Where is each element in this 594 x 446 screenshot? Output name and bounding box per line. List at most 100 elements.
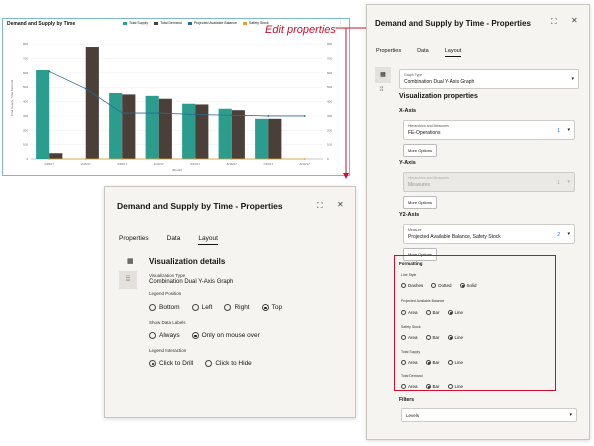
filters-select[interactable]: Levels ▾ [401, 408, 577, 422]
radio-icon[interactable] [447, 360, 453, 366]
line_style-option-0[interactable]: Dashes [401, 283, 423, 289]
legend-item[interactable]: Total Demand [154, 21, 182, 25]
radio-icon[interactable] [401, 335, 406, 341]
demand-option-label: Area [408, 384, 418, 389]
line_style-option-1[interactable]: Dotted [431, 283, 452, 289]
radio-icon[interactable] [447, 384, 453, 390]
total-demand-radios: Area Bar Line [401, 384, 464, 390]
radio-icon[interactable] [149, 332, 156, 339]
x-axis-select[interactable]: Hierarchies and Measures FE-Operations 1… [403, 120, 575, 140]
legend-item[interactable]: Safety Stock [243, 21, 269, 25]
grid-icon[interactable]: ▦ [127, 258, 134, 265]
bar-total-demand [231, 110, 245, 159]
point-safety-stock [230, 158, 233, 160]
safety-option-0[interactable]: Area [401, 335, 418, 341]
graph-type-select[interactable]: Graph Type Combination Dual Y-Axis Graph… [399, 69, 579, 89]
tab-layout[interactable]: Layout [198, 235, 218, 245]
radio-icon[interactable] [224, 304, 232, 311]
legend_interaction-option-0[interactable]: Click to Drill [149, 360, 193, 367]
grid-icon[interactable]: ▦ [375, 67, 391, 83]
annotation-label: Edit properties [265, 24, 336, 36]
radio-icon[interactable] [425, 335, 431, 341]
pab-option-label: Area [408, 310, 418, 315]
expand-icon[interactable]: ⛶ [551, 17, 557, 26]
radio-icon[interactable] [425, 360, 431, 366]
point-projected-available-balance [48, 70, 51, 73]
demand-option-label: Line [454, 384, 464, 389]
expand-icon[interactable]: ⛶ [317, 201, 323, 210]
total-demand-label: Total Demand [401, 374, 423, 378]
x-tick-label: 7/16/17 [263, 162, 273, 166]
radio-icon[interactable] [191, 332, 199, 339]
formatting-heading: Formatting [399, 261, 423, 266]
close-icon[interactable]: ✕ [337, 200, 344, 209]
chart-panel: Demand and Supply by Time Total Supply To… [2, 18, 350, 176]
properties-panel-large: Demand and Supply by Time - Properties ⛶… [366, 4, 590, 440]
line_style-option-2[interactable]: Solid [459, 283, 477, 289]
filters-heading: Filters [399, 397, 415, 403]
y2-axis-more-options-button[interactable]: More Options [403, 248, 438, 261]
viz-type-value: Combination Dual Y-Axis Graph [149, 279, 234, 285]
demand-option-2[interactable]: Line [447, 384, 464, 390]
radio-icon[interactable] [205, 360, 213, 367]
radio-icon[interactable] [447, 335, 453, 341]
y-axis-more-options-button[interactable]: More Options [403, 196, 438, 209]
y2-axis-value: Projected Available Balance, Safety Stoc… [408, 234, 501, 240]
y-tick-label: 800 [23, 42, 28, 46]
radio-icon[interactable] [401, 310, 406, 316]
pab-option-1[interactable]: Bar [425, 310, 440, 316]
legend_interaction-option-1[interactable]: Click to Hide [205, 360, 252, 367]
legend_position-option-2[interactable]: Right [224, 304, 250, 311]
demand-option-0[interactable]: Area [401, 384, 418, 390]
legend_position-option-1[interactable]: Left [191, 304, 212, 311]
supply-option-label: Line [454, 360, 464, 365]
formatting-highlight-box [394, 255, 556, 391]
safety-option-2[interactable]: Line [447, 335, 463, 341]
tab-data[interactable]: Data [417, 48, 429, 54]
point-projected-available-balance [121, 112, 124, 114]
y2-axis-select[interactable]: Measure Projected Available Balance, Saf… [403, 224, 575, 244]
radio-icon[interactable] [401, 360, 406, 366]
show_labels-option-1[interactable]: Only on mouse over [191, 332, 260, 339]
y2-tick-label: 700 [327, 57, 332, 61]
tab-properties[interactable]: Properties [376, 48, 402, 54]
radio-icon[interactable] [149, 360, 156, 367]
radio-icon[interactable] [191, 304, 199, 311]
radio-icon[interactable] [261, 304, 269, 311]
y-axis-heading: Y-Axis [399, 160, 416, 166]
pab-option-2[interactable]: Line [447, 310, 463, 316]
pab-option-0[interactable]: Area [401, 310, 418, 316]
x-tick-label: 2/26/17 [81, 162, 91, 166]
y-tick-label: 400 [23, 100, 28, 104]
radio-icon[interactable] [401, 283, 406, 289]
y2-tick-label: 400 [327, 100, 332, 104]
close-icon[interactable]: ✕ [571, 16, 578, 25]
radio-icon[interactable] [149, 304, 156, 311]
y2-tick-label: 300 [327, 114, 332, 118]
legend_position-option-0[interactable]: Bottom [149, 304, 180, 311]
drag-handle-icon[interactable]: ⁞⁞ [119, 271, 137, 289]
supply-option-1[interactable]: Bar [425, 360, 440, 366]
safety-option-1[interactable]: Bar [425, 335, 440, 341]
legend_position-option-3[interactable]: Top [261, 304, 282, 311]
tab-layout[interactable]: Layout [444, 48, 462, 57]
radio-icon[interactable] [447, 310, 453, 316]
more-icon[interactable]: ⋮ [338, 21, 343, 27]
radio-icon[interactable] [425, 310, 431, 316]
safety-option-label: Bar [432, 335, 440, 340]
demand-option-1[interactable]: Bar [425, 384, 440, 390]
radio-icon[interactable] [459, 283, 465, 289]
show_labels-option-0[interactable]: Always [149, 332, 180, 339]
supply-option-0[interactable]: Area [401, 360, 418, 366]
legend-item[interactable]: Projected Available Balance [187, 21, 237, 25]
x-axis-more-options-button[interactable]: More Options [403, 144, 438, 157]
radio-icon[interactable] [425, 384, 431, 390]
radio-icon[interactable] [401, 384, 406, 390]
tab-data[interactable]: Data [166, 235, 181, 242]
supply-option-2[interactable]: Line [447, 360, 464, 366]
radio-icon[interactable] [431, 283, 437, 289]
tab-properties[interactable]: Properties [119, 235, 149, 242]
legend-item[interactable]: Total Supply [123, 21, 148, 25]
point-safety-stock [194, 158, 197, 160]
drag-handle-icon[interactable]: ⁞⁞ [380, 87, 384, 93]
